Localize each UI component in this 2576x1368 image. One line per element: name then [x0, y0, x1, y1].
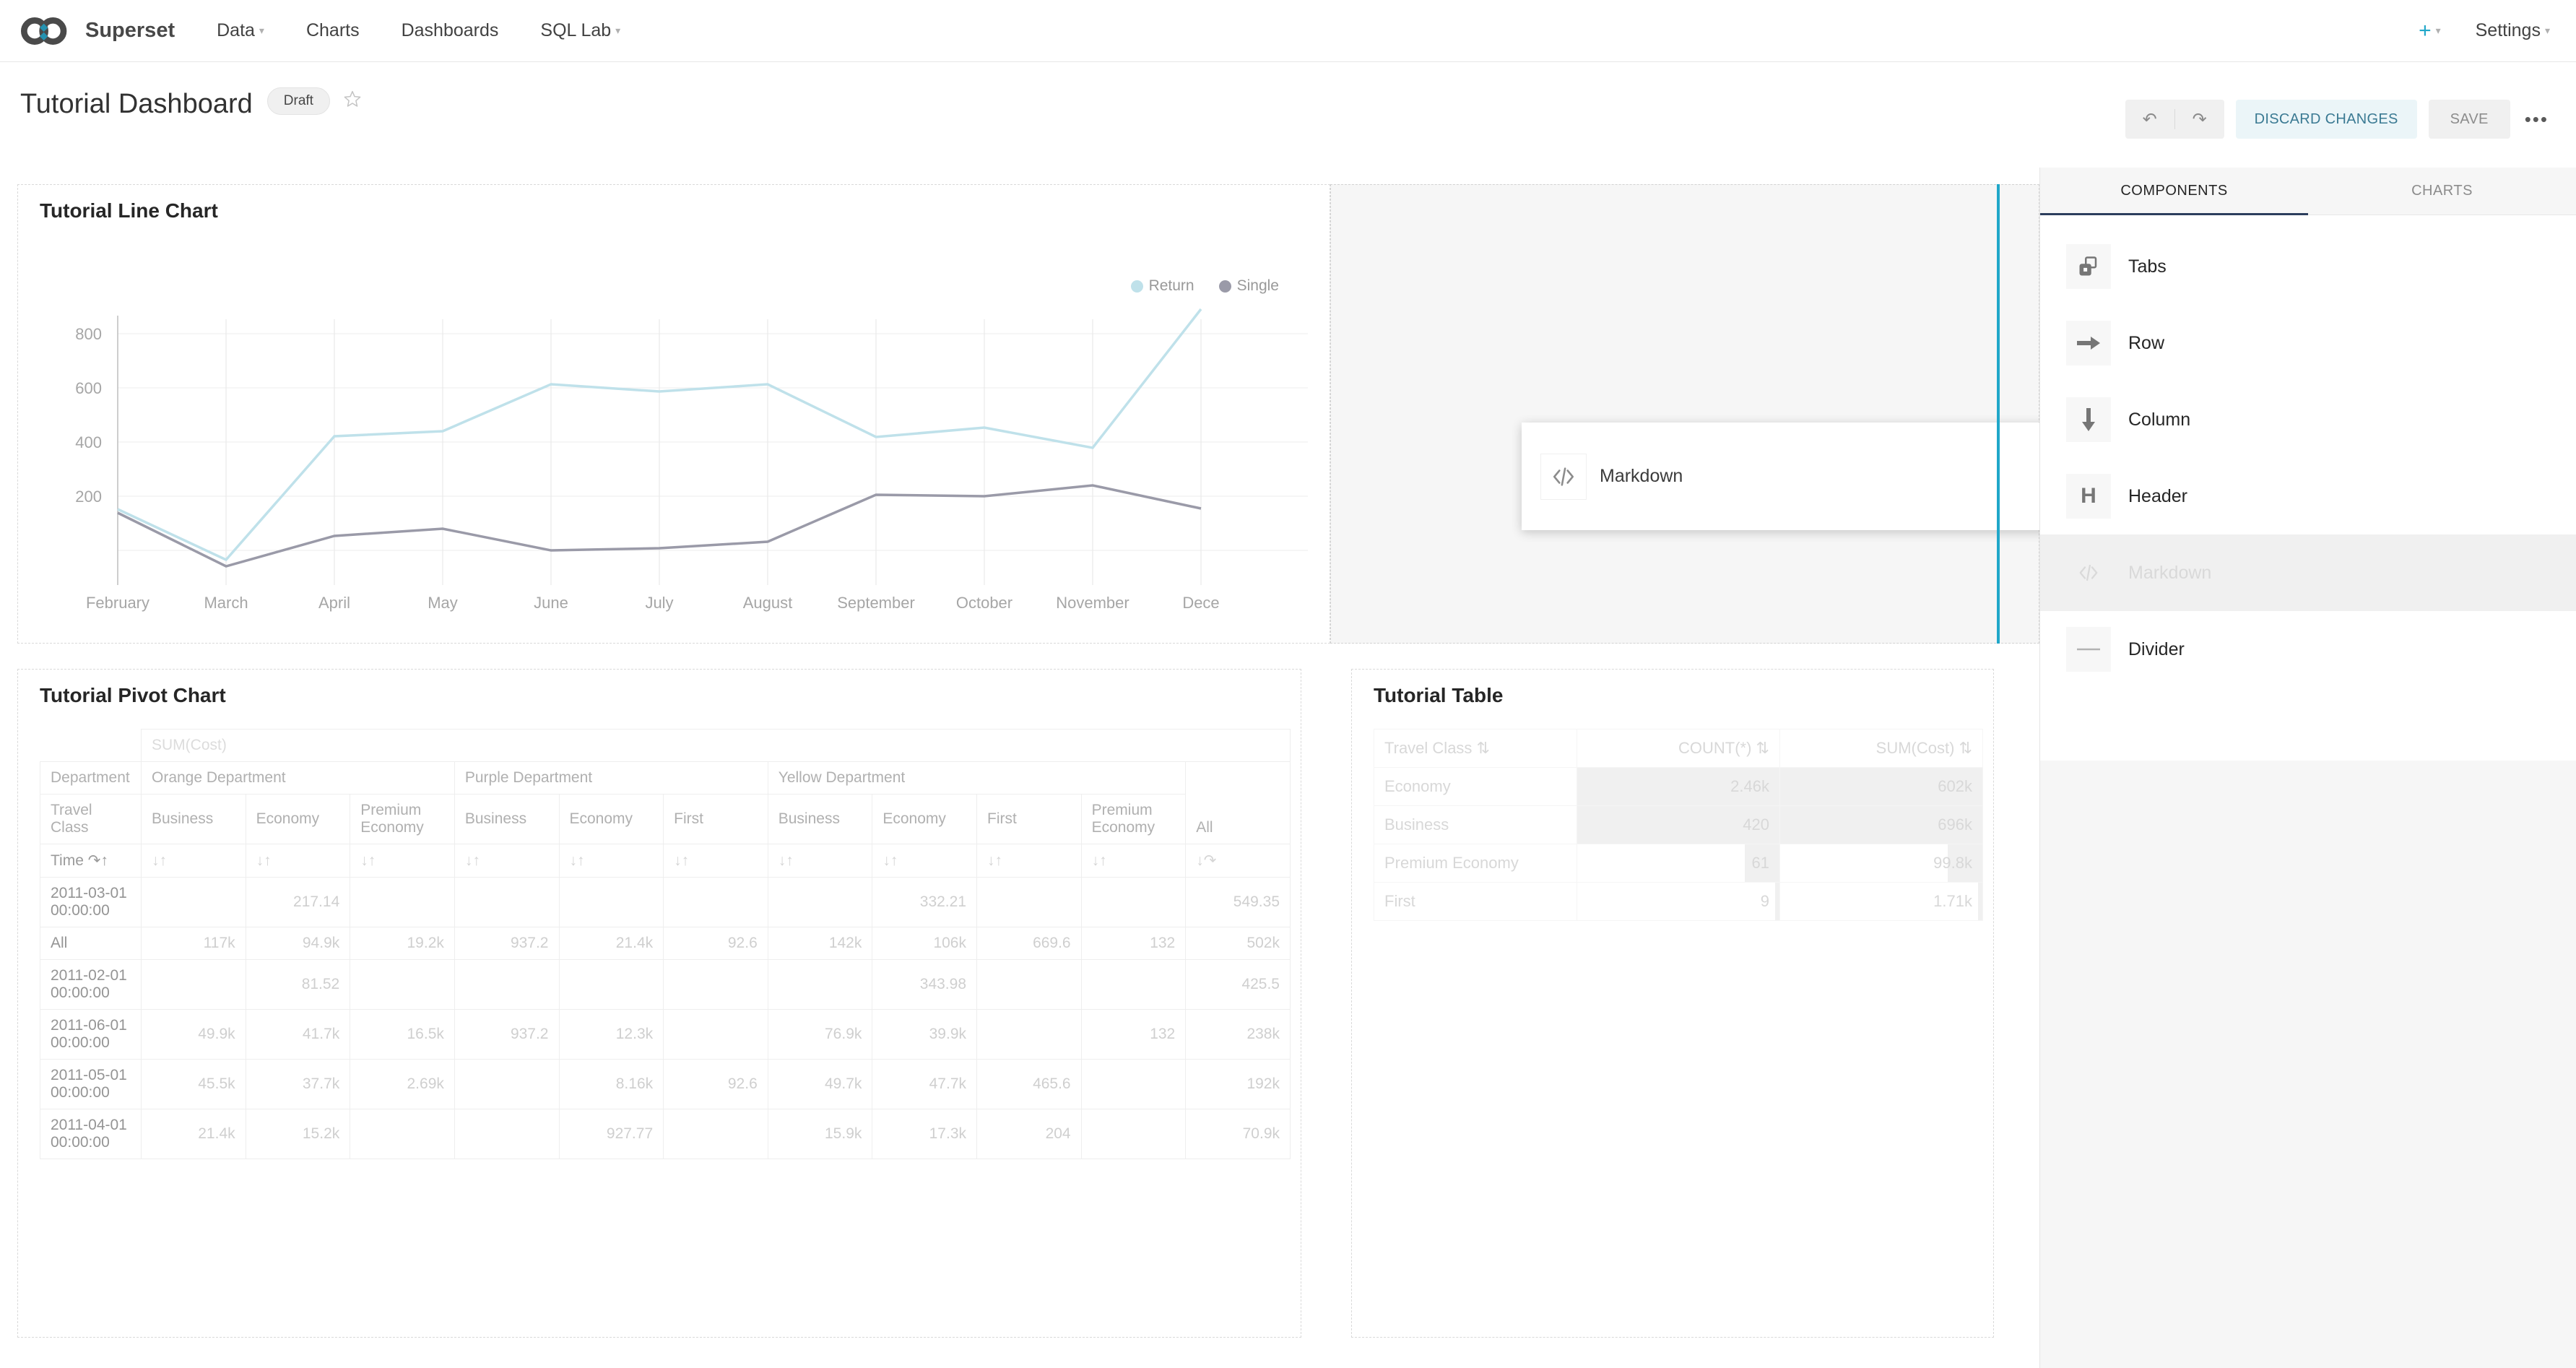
- svg-text:400: 400: [75, 433, 102, 451]
- svg-text:April: April: [318, 594, 350, 612]
- svg-text:June: June: [534, 594, 568, 612]
- svg-text:March: March: [204, 594, 248, 612]
- svg-text:Dece: Dece: [1182, 594, 1219, 612]
- svg-text:August: August: [743, 594, 793, 612]
- svg-text:May: May: [428, 594, 458, 612]
- svg-text:October: October: [956, 594, 1012, 612]
- svg-text:200: 200: [75, 488, 102, 506]
- svg-text:February: February: [86, 594, 149, 612]
- svg-text:November: November: [1056, 594, 1129, 612]
- svg-text:600: 600: [75, 379, 102, 397]
- svg-text:September: September: [837, 594, 915, 612]
- svg-text:800: 800: [75, 325, 102, 343]
- svg-text:July: July: [645, 594, 673, 612]
